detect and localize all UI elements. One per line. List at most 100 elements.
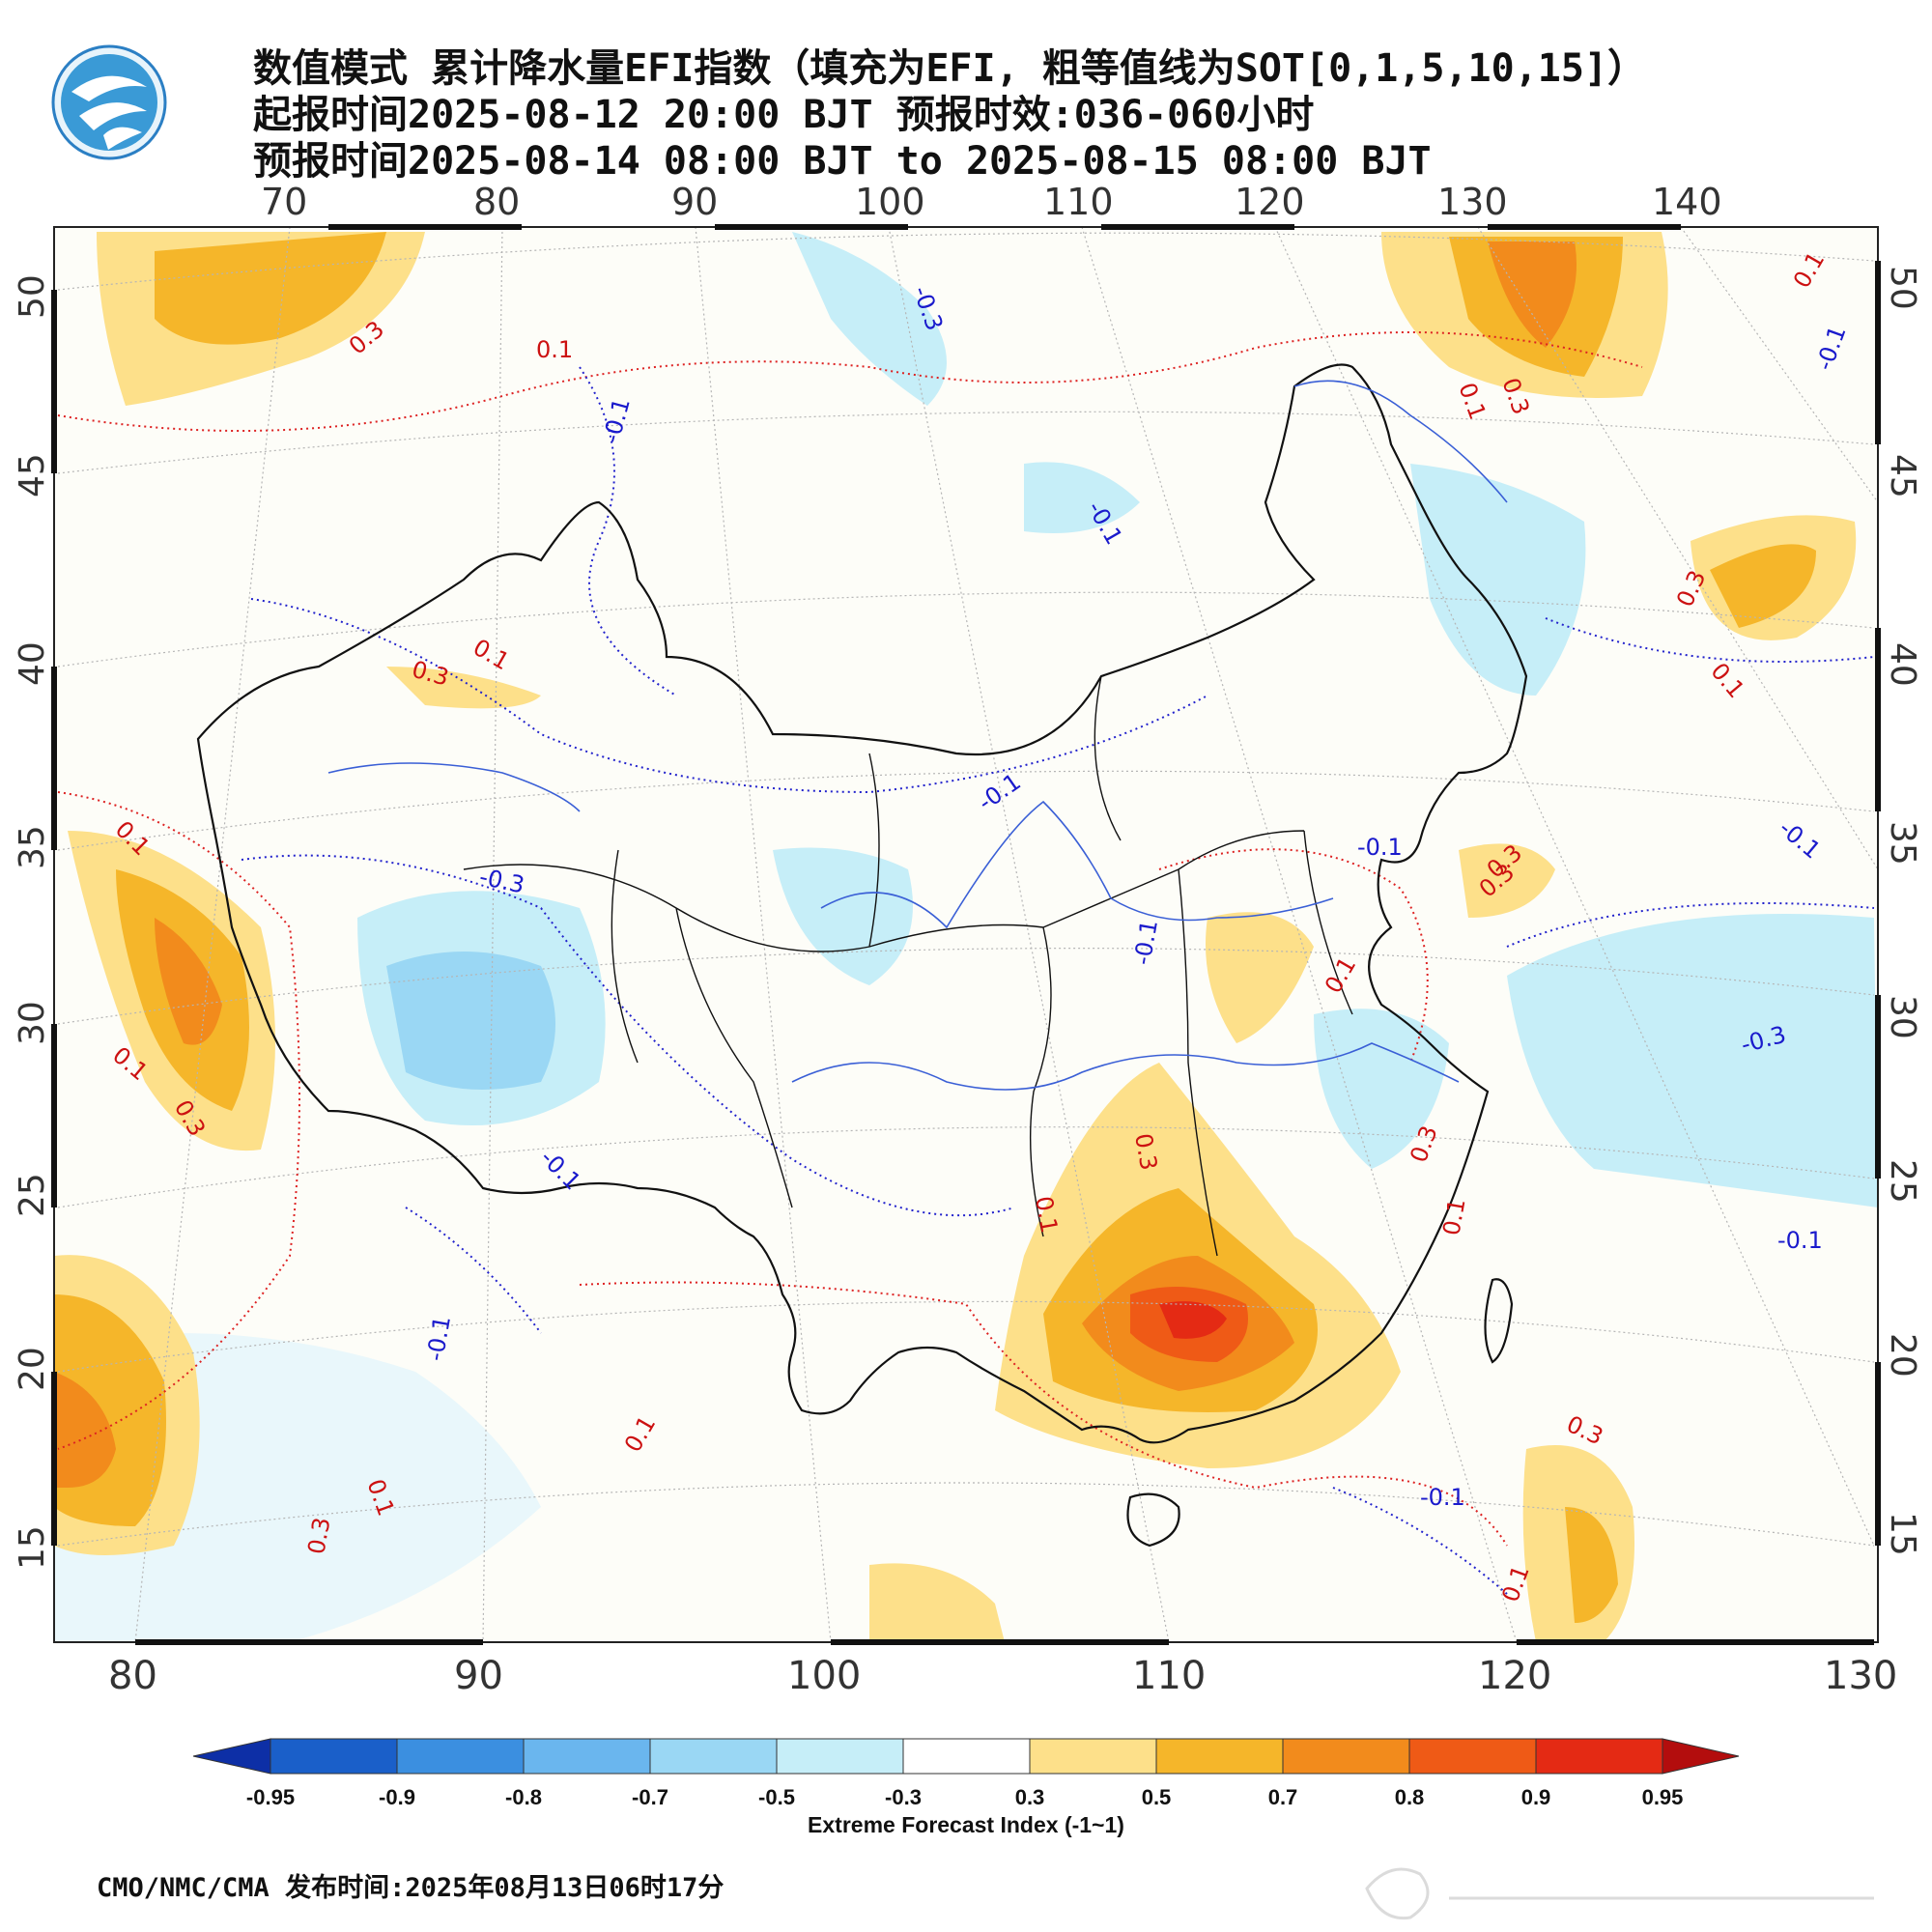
bottom-lon-label: 100 xyxy=(787,1654,861,1698)
left-lat-label: 40 xyxy=(13,641,52,686)
efi-fill-light-blue xyxy=(792,232,947,406)
colorbar-low-arrow xyxy=(192,1738,271,1775)
efi-fill-yellow-yangtze xyxy=(1206,912,1314,1043)
left-lat-labels: 50 45 40 35 30 25 20 15 xyxy=(13,274,52,1570)
efi-fill-orange-nw xyxy=(155,232,386,345)
colorbar-swatch xyxy=(1282,1738,1410,1775)
colorbar-label: -0.8 xyxy=(505,1785,542,1809)
contour-label: -0.1 xyxy=(1420,1484,1465,1511)
hainan-island xyxy=(1126,1492,1180,1548)
right-lat-label: 25 xyxy=(1883,1159,1922,1204)
sot-contour-blue xyxy=(250,598,1208,794)
contour-label: -0.1 xyxy=(1357,834,1403,861)
contour-label: 0.1 xyxy=(536,336,573,363)
watermark xyxy=(1365,1867,1874,1920)
efi-fill-darkorange-west xyxy=(155,918,222,1045)
right-lat-label: 40 xyxy=(1883,642,1922,687)
colorbar-swatch xyxy=(396,1738,525,1775)
bottom-lon-label: 110 xyxy=(1132,1654,1206,1698)
sot-contour-red xyxy=(1158,848,1429,1064)
colorbar-label: 0.95 xyxy=(1641,1785,1684,1809)
frame-ticks xyxy=(51,224,1881,1645)
top-lon-label: 120 xyxy=(1235,181,1305,223)
top-lon-labels: 70 80 90 100 110 120 130 140 xyxy=(261,181,1722,223)
bottom-lon-label: 120 xyxy=(1478,1654,1551,1698)
colorbar-label: -0.9 xyxy=(379,1785,415,1809)
colorbar-label: 0.5 xyxy=(1141,1785,1172,1809)
left-lat-label: 15 xyxy=(13,1525,52,1570)
colorbar-swatch xyxy=(776,1738,904,1775)
sot-contour-blue xyxy=(1545,617,1875,663)
top-lon-label: 70 xyxy=(261,181,307,223)
river-yangtze xyxy=(791,1042,1460,1091)
colorbar-swatch xyxy=(1029,1738,1157,1775)
colorbar-label: -0.3 xyxy=(885,1785,922,1809)
efi-fill-darkorange-sw xyxy=(54,1372,116,1488)
efi-fill-layer xyxy=(54,232,1878,1642)
taiwan-island xyxy=(1484,1278,1514,1364)
bottom-lon-label: 80 xyxy=(108,1654,157,1698)
colorbar-label: -0.7 xyxy=(632,1785,668,1809)
colorbar-swatch xyxy=(1535,1738,1663,1775)
right-lat-labels: 50 45 40 35 30 25 20 15 xyxy=(1883,266,1922,1556)
efi-fill-mid-blue-tibet xyxy=(386,952,555,1090)
right-lat-label: 15 xyxy=(1883,1512,1922,1556)
colorbar-high-arrow xyxy=(1662,1738,1740,1775)
top-lon-label: 110 xyxy=(1043,181,1114,223)
sot-contour-blue xyxy=(1332,1487,1508,1595)
chart-title-line-3: 预报时间2025-08-14 08:00 BJT to 2025-08-15 0… xyxy=(253,139,1432,184)
efi-fill-yellow-bay xyxy=(869,1563,1005,1642)
left-lat-label: 30 xyxy=(13,1001,52,1045)
cma-logo-icon xyxy=(50,43,168,161)
efi-fill-yellow-xinjiang xyxy=(386,667,541,709)
left-lat-label: 20 xyxy=(13,1347,52,1391)
right-lat-label: 30 xyxy=(1883,995,1922,1039)
contour-label: 0.1 xyxy=(1030,1194,1063,1235)
contour-label: 0.3 xyxy=(1129,1131,1162,1172)
colorbar-title: Extreme Forecast Index (-1~1) xyxy=(808,1812,1124,1837)
efi-fill-light-blue xyxy=(1507,914,1878,1208)
right-lat-label: 50 xyxy=(1883,266,1922,310)
colorbar-swatch xyxy=(649,1738,778,1775)
colorbar-label: 0.7 xyxy=(1267,1785,1298,1809)
efi-fill-light-blue xyxy=(1024,462,1140,533)
left-lat-label: 45 xyxy=(13,453,52,497)
china-border xyxy=(196,363,1528,1444)
sot-contour-blue xyxy=(241,854,1015,1217)
river-heilong xyxy=(1293,380,1508,503)
top-lon-label: 140 xyxy=(1652,181,1722,223)
efi-fill-yellow-korea xyxy=(1459,843,1555,918)
contour-label: 0.3 xyxy=(302,1516,335,1556)
chart-title-line-2: 起报时间2025-08-12 20:00 BJT 预报时效:036-060小时 xyxy=(253,93,1315,137)
top-lon-label: 90 xyxy=(671,181,718,223)
efi-fill-darkred-south xyxy=(1159,1301,1227,1339)
graticule xyxy=(57,227,1878,1642)
footer-publish-info: CMO/NMC/CMA 发布时间:2025年08月13日06时17分 xyxy=(97,1873,724,1903)
colorbar-label: 0.3 xyxy=(1014,1785,1045,1809)
top-lon-label: 100 xyxy=(855,181,925,223)
right-lat-label: 20 xyxy=(1883,1333,1922,1378)
colorbar-swatch xyxy=(523,1738,651,1775)
colorbar-swatch xyxy=(1408,1738,1537,1775)
colorbar-label: 0.9 xyxy=(1520,1785,1551,1809)
top-lon-label: 130 xyxy=(1437,181,1508,223)
chart-title-line-1: 数值模式 累计降水量EFI指数（填充为EFI, 粗等值线为SOT[0,1,5,1… xyxy=(253,46,1647,91)
efi-fill-orange-japan xyxy=(1710,544,1816,628)
left-lat-label: 25 xyxy=(13,1173,52,1217)
sot-contour-red xyxy=(579,1281,1508,1547)
colorbar-swatch xyxy=(1155,1738,1284,1775)
sot-contour-blue xyxy=(405,1207,542,1334)
sot-contour-red xyxy=(57,331,1643,432)
bottom-lon-labels: 80 90 100 110 120 130 xyxy=(108,1654,1897,1698)
efi-fill-orange-philippines xyxy=(1565,1507,1618,1623)
bottom-lon-label: 90 xyxy=(454,1654,503,1698)
contour-label: 0.1 xyxy=(1437,1197,1470,1237)
contour-label: -0.1 xyxy=(1777,1227,1823,1254)
colorbar xyxy=(192,1738,1740,1775)
river-yellow xyxy=(820,800,1334,929)
efi-fill-light-blue xyxy=(1410,464,1586,696)
right-lat-label: 45 xyxy=(1883,454,1922,498)
colorbar-swatch xyxy=(902,1738,1031,1775)
province-borders xyxy=(463,675,1353,1257)
